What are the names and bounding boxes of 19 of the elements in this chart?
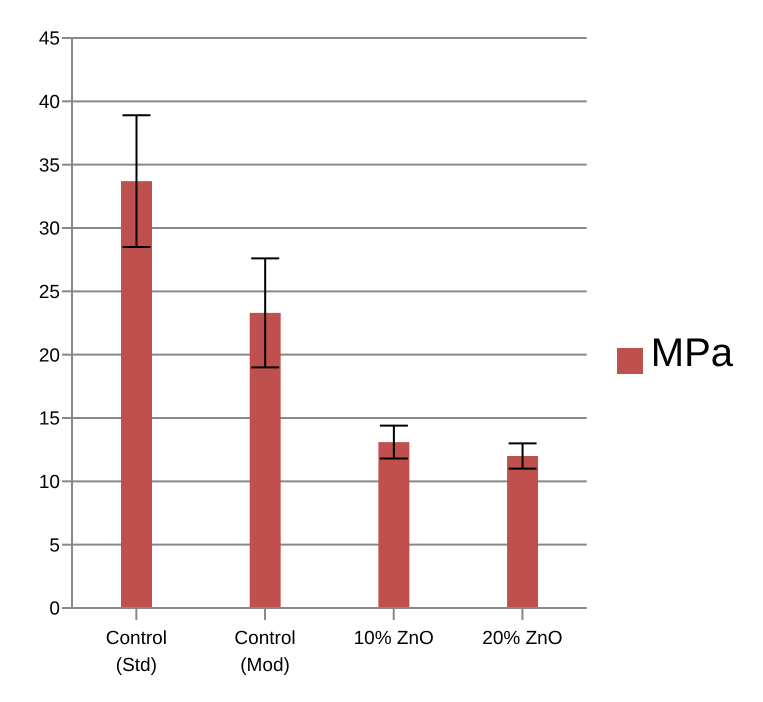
bar	[121, 181, 152, 608]
y-tick-label: 10	[38, 472, 60, 494]
x-tick-label: Control (Std)	[106, 628, 167, 676]
legend-label: MPa	[650, 330, 733, 374]
bar	[378, 442, 410, 608]
y-tick-label: 25	[38, 282, 60, 304]
y-tick-label: 45	[38, 28, 60, 50]
y-tick-label: 5	[49, 535, 60, 556]
x-tick-label: Control (Mod)	[234, 628, 296, 676]
x-tick-label: 20% ZnO	[482, 628, 563, 649]
y-tick-label: 30	[38, 218, 60, 240]
y-tick-label: 20	[38, 345, 60, 366]
x-tick-label: 10% ZnO	[354, 628, 434, 649]
y-tick-label: 40	[38, 92, 60, 114]
y-tick-label: 35	[38, 155, 60, 176]
bar	[507, 456, 538, 608]
y-tick-label: 15	[38, 408, 60, 430]
y-tick-label: 0	[49, 598, 60, 620]
bar	[250, 312, 281, 608]
